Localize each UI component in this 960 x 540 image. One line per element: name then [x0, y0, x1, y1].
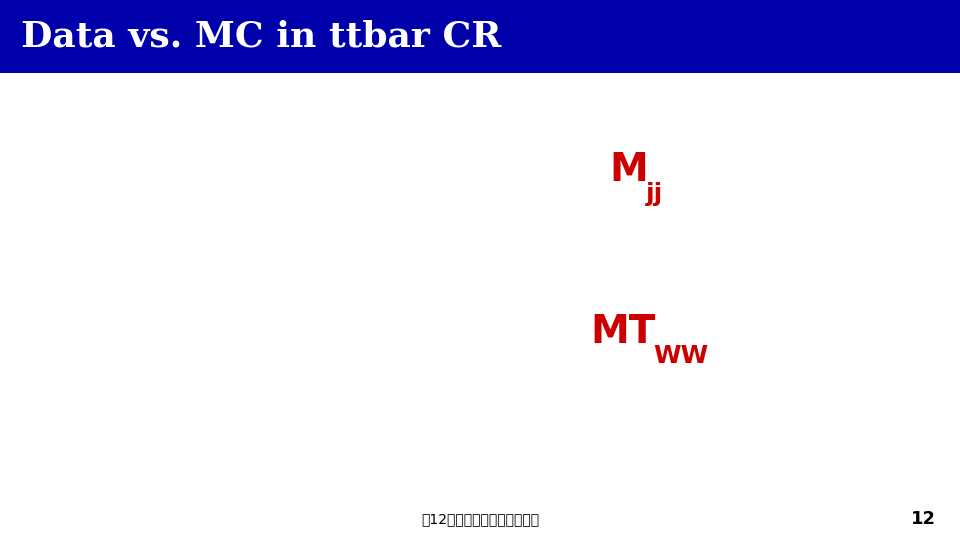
Text: 第12届全国粒子物理学术会议: 第12届全国粒子物理学术会议	[420, 512, 540, 526]
Text: M: M	[610, 151, 648, 189]
Text: Data vs. MC in ttbar CR: Data vs. MC in ttbar CR	[21, 19, 501, 53]
Text: jj: jj	[646, 183, 663, 206]
Text: MT: MT	[590, 313, 656, 351]
Bar	[0, 0, 960, 73]
Text: 12: 12	[911, 510, 936, 529]
Text: WW: WW	[653, 345, 708, 368]
